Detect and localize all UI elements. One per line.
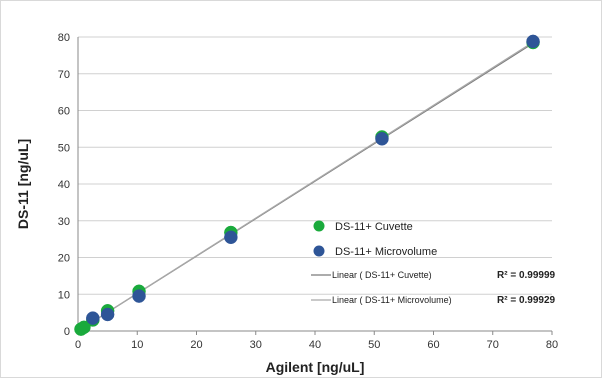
- data-point-microvolume-3: [224, 230, 238, 245]
- r-squared-cuvette: R² = 0.99999: [497, 270, 556, 281]
- y-tick-label-40: 40: [58, 179, 70, 191]
- legend-marker-microvolume: [313, 245, 325, 257]
- y-tick-label-70: 70: [58, 69, 70, 81]
- y-tick-label-10: 10: [58, 289, 70, 301]
- x-axis-title: Agilent [ng/uL]: [266, 359, 365, 375]
- legend-label-microvolume-trend: Linear ( DS-11+ Microvolume): [332, 295, 452, 305]
- x-tick-label-40: 40: [309, 339, 321, 351]
- grid-lines: [78, 36, 552, 295]
- legend-marker-cuvette: [313, 220, 325, 232]
- legend: DS-11+ Cuvette DS-11+ Microvolume Linear…: [311, 220, 556, 306]
- data-point-microvolume-5: [526, 34, 540, 49]
- y-tick-label-80: 80: [58, 32, 70, 44]
- data-point-microvolume-0: [86, 311, 100, 325]
- legend-label-cuvette-trend: Linear ( DS-11+ Cuvette): [332, 270, 432, 280]
- x-tick-label-60: 60: [427, 339, 439, 351]
- data-point-cuvette-1: [77, 320, 91, 335]
- x-tick-label-70: 70: [487, 339, 499, 351]
- trendline-microvolume: [77, 40, 535, 332]
- y-axis-title: DS-11 [ng/uL]: [15, 139, 31, 229]
- axes: [77, 37, 553, 335]
- x-tick-label-20: 20: [190, 339, 202, 351]
- y-tick-label-30: 30: [58, 216, 70, 228]
- trendlines: [77, 40, 535, 332]
- data-point-microvolume-1: [100, 307, 115, 322]
- y-tick-label-60: 60: [58, 106, 70, 118]
- x-tick-label-30: 30: [250, 339, 262, 351]
- x-tick-label-80: 80: [546, 339, 558, 351]
- x-tick-label-0: 0: [75, 339, 81, 351]
- x-tick-label-10: 10: [131, 339, 143, 351]
- tick-labels: 0 10 20 30 40 50 60 70 80 0 10 20 30 40 50 60 70 80: [58, 32, 558, 351]
- y-tick-label-50: 50: [58, 142, 70, 154]
- legend-label-cuvette: DS-11+ Cuvette: [335, 221, 413, 233]
- data-points: [74, 34, 540, 336]
- r-squared-microvolume: R² = 0.99929: [497, 295, 556, 306]
- y-tick-label-0: 0: [64, 326, 70, 338]
- data-point-microvolume-4: [375, 132, 389, 146]
- y-tick-label-20: 20: [58, 253, 70, 265]
- data-point-microvolume-2: [132, 289, 146, 303]
- legend-label-microvolume: DS-11+ Microvolume: [335, 246, 437, 258]
- x-tick-label-50: 50: [368, 339, 380, 351]
